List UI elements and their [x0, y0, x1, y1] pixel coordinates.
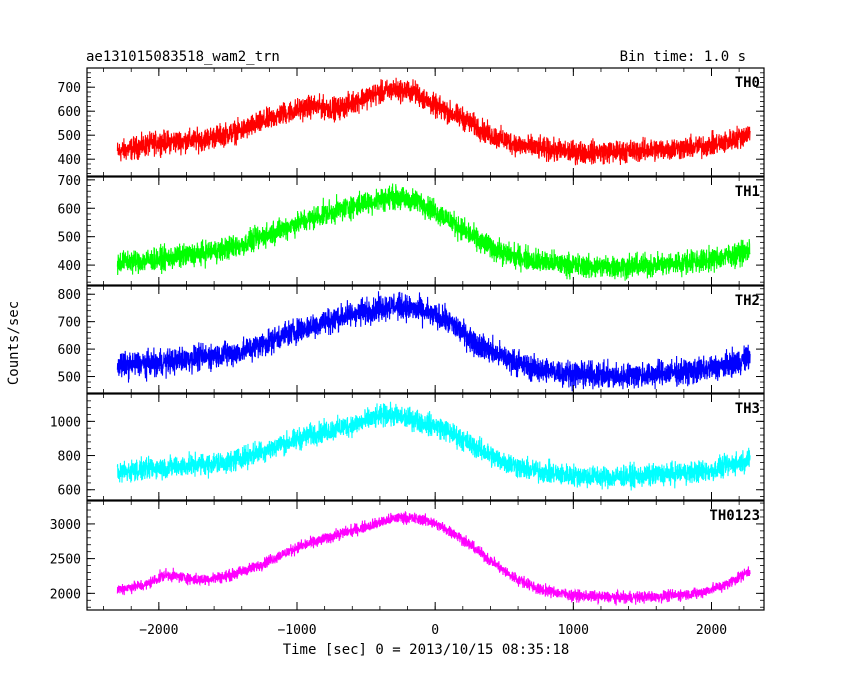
x-tick-label: 1000 [558, 623, 589, 638]
panel-th3: 600 800 1000 TH3 [50, 393, 765, 501]
panel-th0123: 2000 2500 3000 TH0123 [50, 500, 765, 611]
y-tick-label: 800 [58, 450, 81, 465]
x-axis-ticks: −2000 −1000 0 1000 2000 [139, 623, 727, 638]
series-line-th3 [116, 401, 751, 491]
panel-label-th0123: TH0123 [709, 508, 760, 524]
panel-label-th2: TH2 [735, 293, 760, 309]
y-tick-label: 600 [58, 105, 81, 120]
series-line-th1 [116, 183, 751, 281]
series-line-th2 [116, 291, 751, 392]
y-tick-label: 700 [58, 316, 81, 331]
panels: 400 500 600 700 TH0 400 500 600 700 TH1 500 600 700 8… [50, 67, 765, 611]
y-tick-label: 1000 [50, 415, 81, 430]
panel-frame [86, 500, 765, 611]
y-tick-label: 700 [58, 174, 81, 189]
x-tick-label: 0 [431, 623, 439, 638]
y-tick-label: 400 [58, 153, 81, 168]
series-line-th0123 [116, 511, 751, 606]
y-tick-label: 400 [58, 259, 81, 274]
x-axis-label: Time [sec] 0 = 2013/10/15 08:35:18 [283, 642, 570, 658]
panel-frame [86, 393, 765, 501]
panel-th1: 400 500 600 700 TH1 [58, 174, 765, 286]
y-tick-label: 500 [58, 231, 81, 246]
chart-title: ae131015083518_wam2_trn [86, 49, 280, 65]
y-tick-label: 2000 [50, 587, 81, 602]
panel-th0: 400 500 600 700 TH0 [58, 67, 765, 177]
panel-label-th1: TH1 [735, 184, 760, 200]
y-tick-label: 600 [58, 202, 81, 217]
y-tick-label: 600 [58, 484, 81, 499]
panel-th2: 500 600 700 800 TH2 [58, 285, 765, 394]
y-tick-label: 3000 [50, 518, 81, 533]
panel-frame [86, 67, 765, 177]
y-axis-label: Counts/sec [6, 301, 22, 385]
x-tick-label: 2000 [696, 623, 727, 638]
y-tick-label: 2500 [50, 553, 81, 568]
y-tick-label: 800 [58, 288, 81, 303]
y-tick-label: 600 [58, 343, 81, 358]
panel-label-th3: TH3 [735, 401, 760, 417]
panel-label-th0: TH0 [735, 75, 760, 91]
y-tick-label: 500 [58, 129, 81, 144]
bin-time-label: Bin time: 1.0 s [620, 49, 746, 65]
x-tick-label: −2000 [139, 623, 178, 638]
series-line-th0 [116, 77, 751, 166]
panel-frame [86, 285, 765, 394]
y-tick-label: 700 [58, 81, 81, 96]
x-tick-label: −1000 [277, 623, 316, 638]
y-tick-label: 500 [58, 371, 81, 386]
